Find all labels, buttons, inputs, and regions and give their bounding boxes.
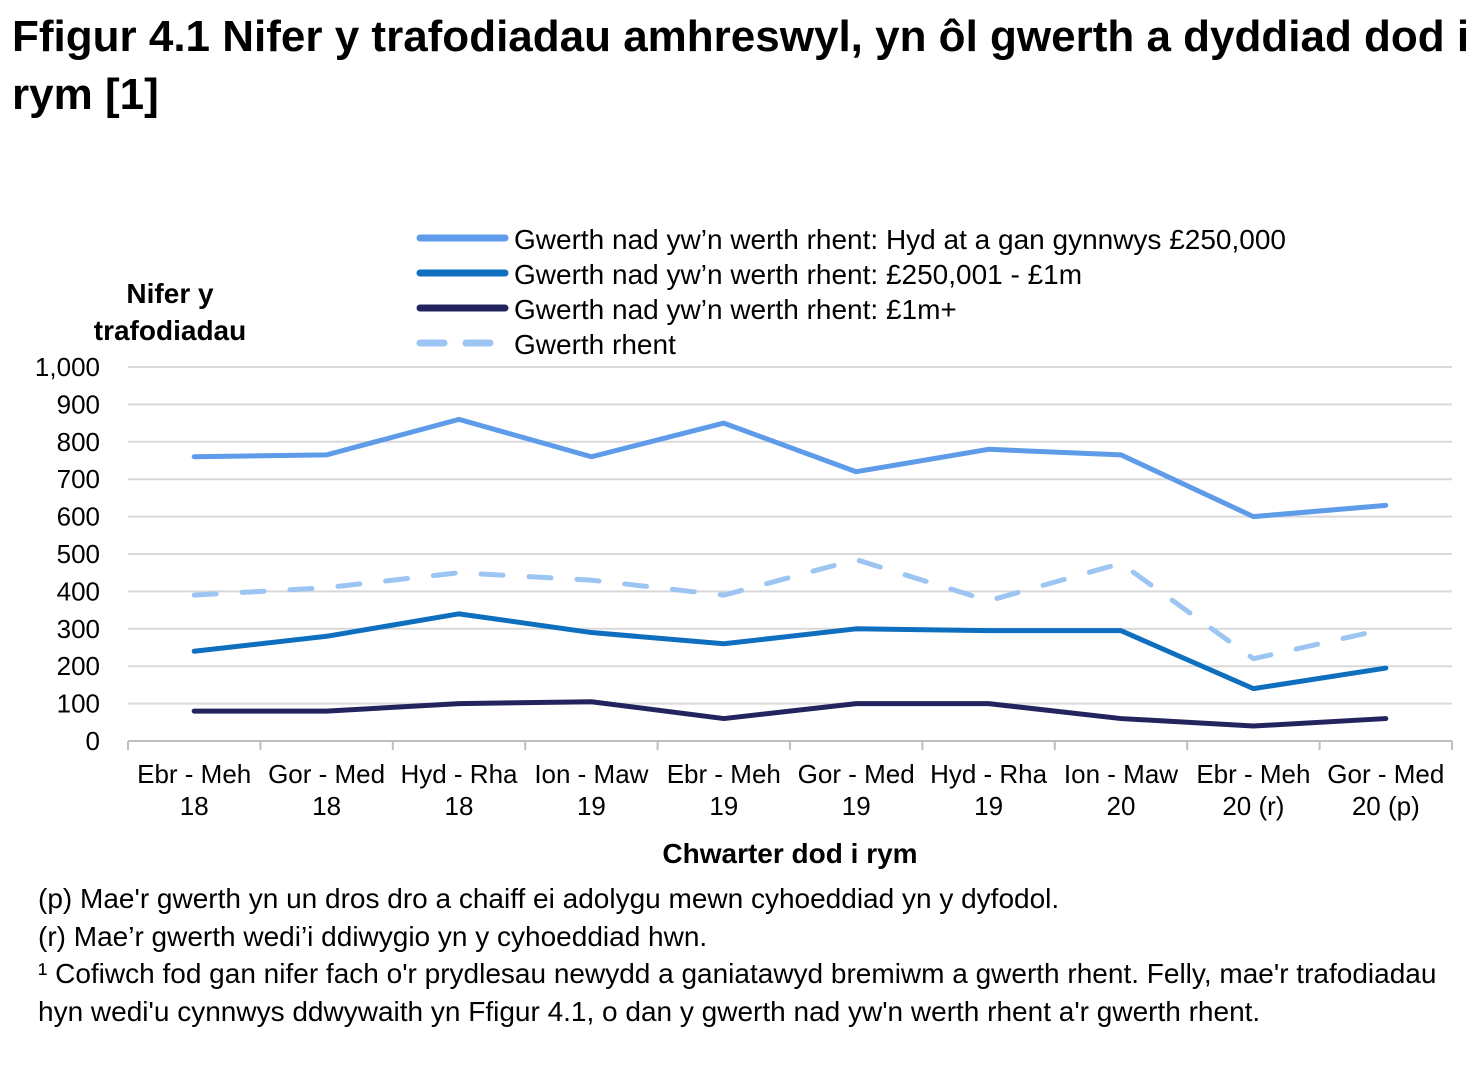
x-tick-label-year: 18 <box>312 791 341 821</box>
legend-label: Gwerth nad yw’n werth rhent: £250,001 - … <box>514 259 1082 290</box>
series-line <box>191 416 1389 520</box>
note-rent: ¹ Cofiwch fod gan nifer fach o'r prydles… <box>38 958 1437 1027</box>
line-chart: 0 100 200 300 400 500 600 700 800 900 1,000 Ebr - M… <box>35 224 1453 869</box>
series-line <box>191 557 1389 662</box>
footnotes: (p) Mae'r gwerth yn un dros dro a chaiff… <box>38 880 1458 1030</box>
legend-label: Gwerth nad yw’n werth rhent: Hyd at a ga… <box>514 224 1286 255</box>
x-tick-label-year: 20 (r) <box>1222 791 1284 821</box>
y-tick-label: 300 <box>57 614 100 644</box>
x-tick-label-year: 18 <box>180 791 209 821</box>
series-line <box>191 699 1389 729</box>
legend-label: Gwerth nad yw’n werth rhent: £1m+ <box>514 294 957 325</box>
y-tick-label: 500 <box>57 539 100 569</box>
x-tick-label-year: 19 <box>709 791 738 821</box>
y-axis-title-line1: Nifer y <box>126 278 214 309</box>
x-tick-label: Hyd - Rha <box>930 759 1048 789</box>
y-tick-label: 200 <box>57 651 100 681</box>
x-tick-label: Ion - Maw <box>534 759 648 789</box>
x-tick-label-year: 20 <box>1107 791 1136 821</box>
x-tick-label-year: 20 (p) <box>1352 791 1420 821</box>
x-tick-label-year: 19 <box>842 791 871 821</box>
x-tick-label-year: 19 <box>577 791 606 821</box>
y-tick-label: 800 <box>57 427 100 457</box>
x-tick-label-year: 19 <box>974 791 1003 821</box>
y-tick-label: 900 <box>57 389 100 419</box>
x-tick-label-year: 18 <box>445 791 474 821</box>
x-tick-label: Gor - Med <box>798 759 915 789</box>
chart-title: Ffigur 4.1 Nifer y trafodiadau amhreswyl… <box>12 12 1470 119</box>
y-tick-label: 600 <box>57 502 100 532</box>
x-tick-label: Gor - Med <box>1327 759 1444 789</box>
x-tick-label: Ebr - Meh <box>137 759 251 789</box>
x-axis-title: Chwarter dod i rym <box>662 838 917 869</box>
x-tick-label: Ion - Maw <box>1064 759 1178 789</box>
y-tick-label: 1,000 <box>35 352 100 382</box>
y-tick-label: 700 <box>57 464 100 494</box>
y-axis-title-line2: trafodiadau <box>94 315 246 346</box>
series-line <box>191 611 1389 692</box>
x-tick-label: Ebr - Meh <box>1196 759 1310 789</box>
y-tick-label: 100 <box>57 689 100 719</box>
y-tick-label: 0 <box>86 726 100 756</box>
x-tick-label: Hyd - Rha <box>400 759 518 789</box>
legend-label: Gwerth rhent <box>514 329 676 360</box>
note-provisional: (p) Mae'r gwerth yn un dros dro a chaiff… <box>38 883 1060 914</box>
note-revised: (r) Mae’r gwerth wedi’i ddiwygio yn y cy… <box>38 920 708 952</box>
x-tick-label: Ebr - Meh <box>667 759 781 789</box>
y-tick-label: 400 <box>57 576 100 606</box>
x-tick-label: Gor - Med <box>268 759 385 789</box>
